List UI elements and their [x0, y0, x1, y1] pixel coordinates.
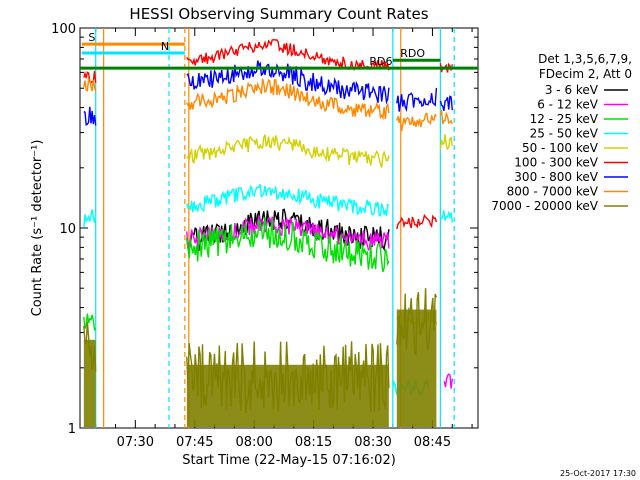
flag-label-rd6: RD6 — [369, 55, 392, 68]
series-line — [439, 210, 453, 223]
y-tick-label: 10 — [59, 222, 76, 237]
flag-label-n: N — [161, 40, 169, 53]
series-6-12-kev — [186, 215, 453, 389]
chart-title: HESSI Observing Summary Count Rates — [129, 5, 428, 23]
series-line — [396, 87, 438, 113]
series-line — [439, 110, 453, 125]
series-300-800-kev — [83, 60, 453, 126]
series-line — [396, 112, 437, 132]
series-band — [396, 309, 437, 427]
series-800-7000-kev — [83, 77, 453, 132]
series-line — [443, 373, 453, 389]
series-line — [396, 213, 438, 230]
x-tick-label: 07:30 — [117, 435, 154, 450]
series-line — [83, 106, 97, 126]
series-line — [186, 184, 390, 218]
x-tick-label: 08:15 — [295, 435, 332, 450]
y-axis-label: Count Rate (s⁻¹ detector⁻¹) — [30, 140, 45, 317]
legend-label: 50 - 100 keV — [522, 141, 599, 155]
legend-header-detectors: Det 1,3,5,6,7,9, — [538, 52, 632, 66]
legend-label: 800 - 7000 keV — [507, 185, 599, 199]
series-band — [83, 339, 96, 427]
flag-label-rdo: RDO — [400, 47, 425, 60]
series-line — [186, 78, 390, 121]
series-line — [83, 209, 97, 227]
flag-label-s: S — [88, 31, 95, 44]
legend-label: 3 - 6 keV — [545, 83, 599, 97]
series-line — [186, 216, 390, 273]
legend-label: 12 - 25 keV — [530, 112, 599, 126]
footer-timestamp: 25-Oct-2017 17:30 — [560, 469, 636, 478]
series-line — [83, 313, 97, 332]
series-12-25-kev — [83, 216, 390, 332]
x-tick-label: 08:45 — [414, 435, 451, 450]
x-axis-label: Start Time (22-May-15 07:16:02) — [182, 453, 396, 468]
y-tick-label: 1 — [68, 422, 76, 437]
series-line — [186, 134, 390, 168]
series-line — [439, 95, 453, 111]
series-line — [439, 134, 453, 151]
series-line — [83, 77, 97, 92]
series-band — [186, 364, 389, 427]
legend-label: 100 - 300 keV — [514, 156, 598, 170]
x-tick-label: 08:30 — [354, 435, 391, 450]
series-line — [186, 60, 390, 105]
x-tick-label: 07:45 — [176, 435, 213, 450]
legend-label: 7000 - 20000 keV — [491, 199, 598, 213]
legend-label: 300 - 800 keV — [514, 170, 598, 184]
legend-header-fdecim: FDecim 2, Att 0 — [539, 67, 632, 81]
series-line — [186, 215, 390, 252]
legend-label: 6 - 12 keV — [537, 98, 599, 112]
series-7000-20000-kev — [83, 288, 438, 427]
y-tick-label: 100 — [51, 22, 76, 37]
x-tick-label: 08:00 — [235, 435, 272, 450]
legend-label: 25 - 50 keV — [530, 127, 599, 141]
